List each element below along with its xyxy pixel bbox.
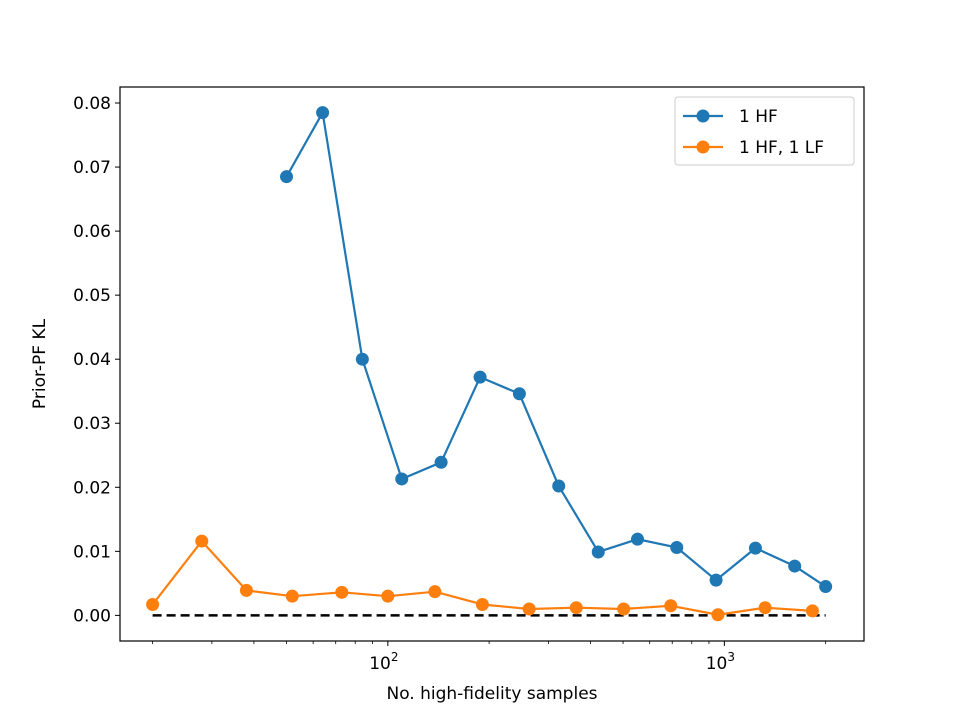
x-axis-ticks: 102 103: [152, 641, 827, 674]
data-point: [664, 599, 678, 613]
data-point: [475, 597, 489, 611]
data-point: [591, 545, 605, 559]
y-axis-label: Prior-PF KL: [30, 318, 50, 409]
y-tick-label: 0.07: [73, 158, 111, 178]
data-point: [285, 589, 299, 603]
y-tick-label: 0.04: [73, 350, 111, 370]
data-point: [195, 534, 209, 548]
data-point: [335, 585, 349, 599]
y-tick-label: 0.05: [73, 286, 111, 306]
series-layer: [146, 106, 833, 622]
legend-item: 1 HF, 1 LF: [683, 138, 824, 158]
x-axis-label: No. high-fidelity samples: [386, 684, 597, 704]
data-point: [670, 540, 684, 554]
series-2: [146, 534, 819, 622]
legend-label: 1 HF: [739, 107, 778, 127]
legend: 1 HF 1 HF, 1 LF: [674, 96, 855, 166]
y-axis-ticks: 0.00 0.01 0.02 0.03 0.04 0.05 0.06 0.07 0.08: [73, 94, 120, 626]
data-point: [280, 170, 294, 184]
y-tick-label: 0.03: [73, 414, 111, 434]
data-point: [788, 559, 802, 573]
data-point: [395, 472, 409, 486]
x-tick-exponent: 2: [391, 650, 399, 664]
y-tick-label: 0.08: [73, 94, 111, 114]
legend-item: 1 HF: [683, 107, 778, 127]
data-point: [434, 455, 448, 469]
data-point: [355, 352, 369, 366]
legend-marker: [696, 140, 710, 154]
data-point: [522, 602, 536, 616]
data-point: [758, 601, 772, 615]
x-tick-base: 10: [369, 654, 391, 674]
data-point: [569, 601, 583, 615]
data-point: [381, 589, 395, 603]
data-point: [239, 583, 253, 597]
x-tick-exponent: 3: [727, 650, 735, 664]
plot-frame: [119, 86, 865, 642]
y-tick-label: 0.01: [73, 542, 111, 562]
x-tick-base: 10: [706, 654, 728, 674]
data-point: [748, 541, 762, 555]
data-point: [805, 604, 819, 618]
series-1: [280, 106, 833, 594]
data-point: [631, 532, 645, 546]
data-point: [819, 580, 833, 594]
data-point: [146, 597, 160, 611]
legend-marker: [696, 109, 710, 123]
data-point: [709, 573, 723, 587]
data-point: [552, 479, 566, 493]
data-point: [473, 370, 487, 384]
data-point: [711, 608, 725, 622]
y-tick-label: 0.02: [73, 478, 111, 498]
legend-label: 1 HF, 1 LF: [739, 138, 824, 158]
y-tick-label: 0.00: [73, 606, 111, 626]
x-tick-label: 102: [369, 650, 398, 674]
data-point: [512, 387, 526, 401]
data-point: [428, 585, 442, 599]
plot-background: [120, 87, 864, 641]
data-point: [617, 602, 631, 616]
x-tick-label: 103: [706, 650, 735, 674]
data-point: [316, 106, 330, 120]
y-tick-label: 0.06: [73, 222, 111, 242]
